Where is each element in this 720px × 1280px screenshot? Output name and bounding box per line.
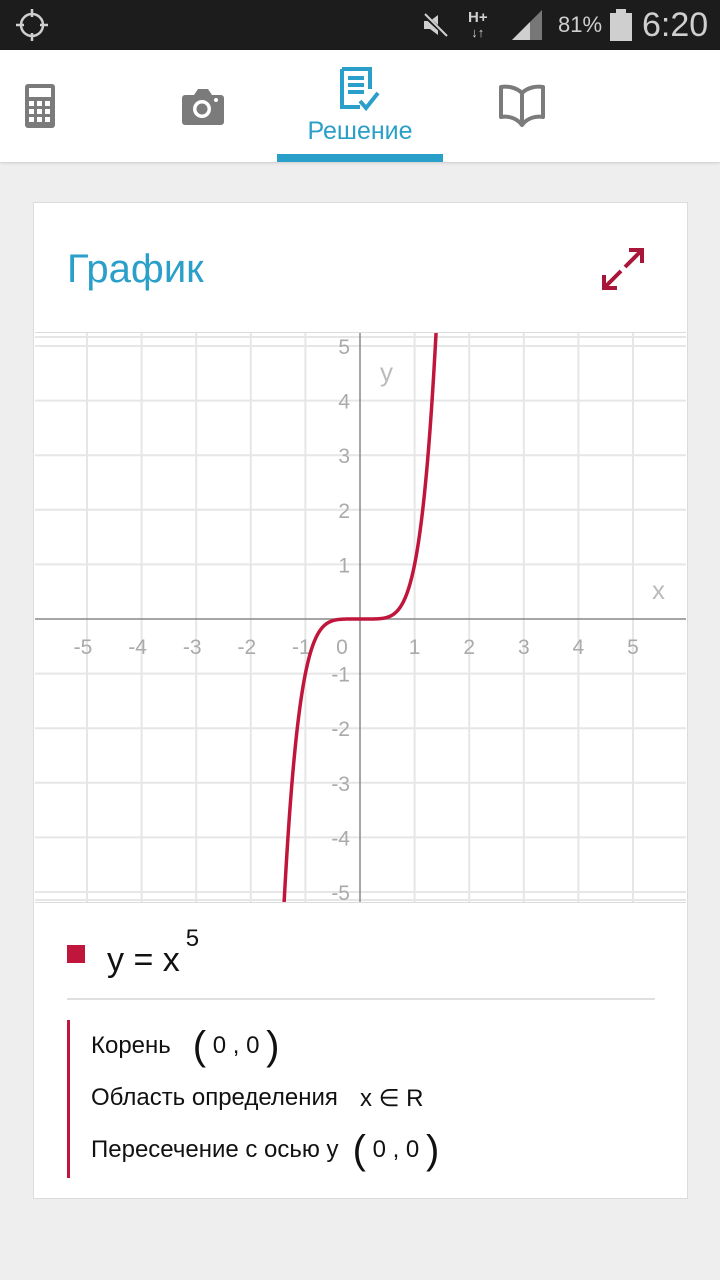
equation-base: y = x	[107, 941, 180, 979]
legend-color-swatch	[67, 945, 85, 963]
value-text: 0 , 0	[372, 1135, 420, 1163]
y-tick-label: -1	[331, 664, 350, 687]
x-tick-label: -4	[128, 636, 147, 659]
expand-arrows-icon[interactable]	[599, 245, 647, 293]
tab-solution[interactable]: Решение	[277, 50, 443, 162]
x-tick-label: 5	[627, 636, 639, 659]
y-tick-label: 5	[338, 336, 350, 359]
x-tick-label: -2	[237, 636, 256, 659]
y-tick-label: 3	[338, 445, 350, 468]
tab-book[interactable]	[480, 50, 564, 162]
x-tick-label: 1	[409, 636, 421, 659]
battery-level: 81%	[558, 12, 603, 37]
y-tick-label: -4	[331, 827, 350, 850]
y-tick-label: -5	[331, 882, 350, 903]
network-hplus-icon: H+ ↓↑	[468, 0, 488, 50]
property-root: Корень ( 0 , 0 )	[91, 1020, 647, 1072]
graph-card: График 6-5-4-3-2-101234554321-1-2-3-4-5x…	[33, 202, 688, 1199]
property-value: ( 0 , 0 )	[353, 1128, 440, 1173]
tab-bar: Решение	[0, 50, 720, 162]
property-value: x ∈ R	[359, 1084, 424, 1112]
close-paren: )	[266, 1023, 280, 1068]
property-label: Область определения	[91, 1084, 338, 1111]
book-icon	[499, 84, 545, 127]
x-tick-label: -5	[74, 636, 93, 659]
close-paren: )	[425, 1127, 440, 1172]
status-bar: H+ ↓↑ 81% 6:20	[0, 0, 720, 50]
property-label: Корень	[91, 1032, 171, 1059]
equation-exponent: 5	[185, 925, 200, 952]
x-tick-label: 2	[463, 636, 475, 659]
property-y-intercept: Пересечение с осью y ( 0 , 0 )	[91, 1124, 647, 1176]
x-axis-label: x	[652, 575, 665, 605]
divider	[67, 998, 655, 1000]
value-text: 0 , 0	[212, 1031, 260, 1059]
y-tick-label: 2	[338, 500, 350, 523]
y-tick-label: 4	[338, 391, 350, 414]
open-paren: (	[192, 1023, 207, 1068]
open-paren: (	[352, 1127, 366, 1172]
network-type: H+	[468, 9, 488, 26]
legend: y = x5	[67, 925, 199, 980]
legend-equation: y = x5	[107, 925, 199, 980]
property-label: Пересечение с осью y	[91, 1136, 339, 1163]
camera-icon	[182, 89, 224, 125]
active-tab-indicator	[277, 154, 443, 162]
y-tick-label: -3	[331, 773, 350, 796]
calculator-icon	[25, 84, 55, 128]
mute-icon	[420, 0, 450, 50]
solution-icon	[340, 66, 380, 111]
y-axis-label: y	[380, 357, 393, 387]
function-curve	[282, 333, 438, 902]
y-tick-label: -2	[331, 718, 350, 741]
x-tick-label: 4	[573, 636, 585, 659]
x-tick-label: -3	[183, 636, 202, 659]
properties-list: Корень ( 0 , 0 ) Область определения x ∈…	[67, 1020, 647, 1178]
x-tick-label: -1	[292, 636, 311, 659]
tab-calculator[interactable]	[0, 50, 80, 162]
y-tick-label: 1	[338, 554, 350, 577]
tab-solution-label: Решение	[307, 116, 413, 145]
x-tick-label: 0	[336, 636, 348, 659]
tab-camera[interactable]	[160, 50, 246, 162]
clock: 6:20	[642, 5, 709, 44]
data-arrows-icon: ↓↑	[471, 25, 485, 40]
card-title: График	[67, 247, 204, 291]
signal-icon	[510, 0, 544, 50]
x-tick-label: 3	[518, 636, 530, 659]
property-domain: Область определения x ∈ R	[91, 1072, 647, 1124]
property-value: ( 0 , 0 )	[193, 1024, 280, 1069]
battery-icon	[608, 0, 634, 50]
gps-crosshair-icon	[14, 0, 50, 50]
